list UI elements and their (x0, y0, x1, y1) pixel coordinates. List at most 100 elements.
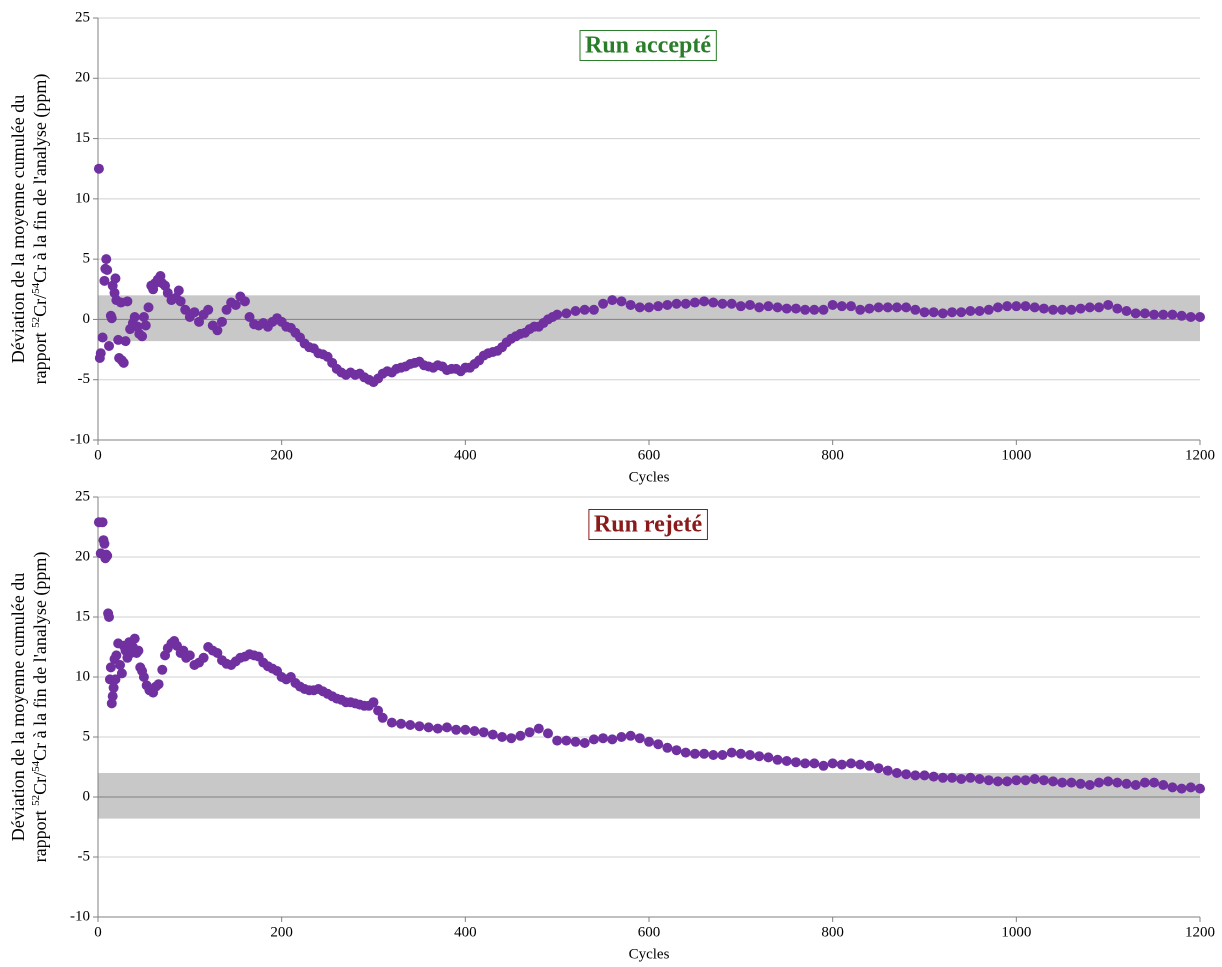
label-part: Déviation de la moyenne cumulée du (8, 573, 28, 841)
data-point (965, 772, 976, 783)
data-point (1121, 305, 1132, 316)
data-point (107, 691, 118, 702)
data-point (937, 308, 948, 319)
label-part: rapport (30, 806, 50, 862)
data-point (1139, 308, 1150, 319)
data-point (115, 660, 126, 670)
data-point (102, 550, 113, 561)
data-point (634, 302, 645, 313)
data-point (680, 298, 691, 309)
data-point (689, 297, 700, 308)
data-point (873, 763, 884, 774)
data-point (598, 733, 609, 744)
x-tick-label: 800 (821, 924, 844, 940)
data-point (116, 668, 127, 679)
data-point (99, 275, 110, 286)
data-point (818, 304, 829, 315)
data-point (855, 304, 866, 315)
data-point (1130, 780, 1141, 790)
data-point (644, 736, 654, 747)
data-point (373, 705, 384, 716)
data-point (460, 724, 471, 735)
data-point (726, 747, 737, 758)
data-point (956, 774, 967, 784)
data-point (1029, 774, 1040, 784)
data-point (846, 301, 857, 312)
superscript: 52 (30, 795, 42, 806)
superscript: 52 (30, 317, 42, 328)
data-point (983, 775, 994, 786)
data-point (1103, 299, 1114, 310)
data-point (469, 726, 480, 736)
data-point (441, 722, 452, 733)
data-point (928, 771, 939, 782)
y-tick-label: 0 (83, 311, 91, 327)
annotation: Run accepté (585, 33, 711, 59)
data-point (1057, 777, 1068, 788)
data-point (809, 758, 820, 769)
x-tick-label: 1000 (1001, 924, 1031, 940)
data-point (1066, 777, 1077, 788)
data-point (1158, 780, 1169, 790)
data-point (956, 307, 967, 318)
data-point (1084, 302, 1095, 313)
data-point (1011, 775, 1022, 786)
data-point (992, 302, 1003, 313)
data-point (1176, 310, 1187, 321)
data-point (662, 299, 673, 310)
data-point (781, 756, 792, 766)
data-point (239, 296, 250, 307)
data-point (708, 297, 719, 308)
y-tick-label: -5 (78, 848, 91, 864)
data-point (588, 304, 599, 315)
data-point (790, 303, 801, 314)
data-point (432, 723, 443, 734)
data-point (137, 331, 148, 342)
data-point (405, 720, 416, 730)
data-point (588, 734, 599, 745)
label-part: Déviation de la moyenne cumulée du (8, 95, 28, 363)
data-point (579, 304, 590, 315)
data-point (552, 309, 563, 320)
data-point (680, 747, 691, 758)
data-point (487, 729, 498, 740)
data-point (653, 301, 664, 312)
data-point (974, 305, 985, 316)
y-tick-label: 15 (75, 608, 90, 624)
data-point (377, 712, 388, 723)
data-point (864, 760, 875, 771)
data-point (864, 303, 875, 314)
data-point (106, 313, 117, 324)
data-point (827, 758, 838, 769)
superscript: 54 (30, 282, 42, 294)
x-axis-label: Cycles (629, 946, 670, 962)
data-point (1139, 777, 1150, 788)
data-point (836, 759, 847, 770)
data-point (598, 298, 609, 309)
label-part: Cr à la fin de l'analyse (ppm) (30, 74, 51, 283)
data-point (1158, 309, 1169, 320)
data-point (133, 645, 144, 656)
data-point (1185, 782, 1196, 793)
data-point (616, 296, 627, 307)
data-point (203, 304, 214, 315)
data-point (974, 774, 985, 784)
y-tick-label: 20 (75, 548, 90, 564)
y-axis-label: rapport 52Cr/54Cr à la fin de l'analyse … (30, 74, 52, 385)
x-tick-label: 600 (638, 447, 661, 463)
y-tick-label: 10 (75, 668, 90, 684)
y-tick-label: 5 (83, 251, 91, 267)
data-point (745, 299, 756, 310)
data-point (1057, 304, 1068, 315)
data-point (1029, 302, 1040, 313)
data-point (1093, 777, 1104, 788)
data-point (189, 307, 200, 318)
data-point (1093, 302, 1104, 313)
data-point (699, 748, 710, 759)
data-point (1167, 782, 1178, 793)
data-point (108, 682, 119, 693)
data-point (1149, 777, 1160, 788)
y-tick-label: 20 (75, 70, 90, 86)
data-point (506, 733, 517, 744)
